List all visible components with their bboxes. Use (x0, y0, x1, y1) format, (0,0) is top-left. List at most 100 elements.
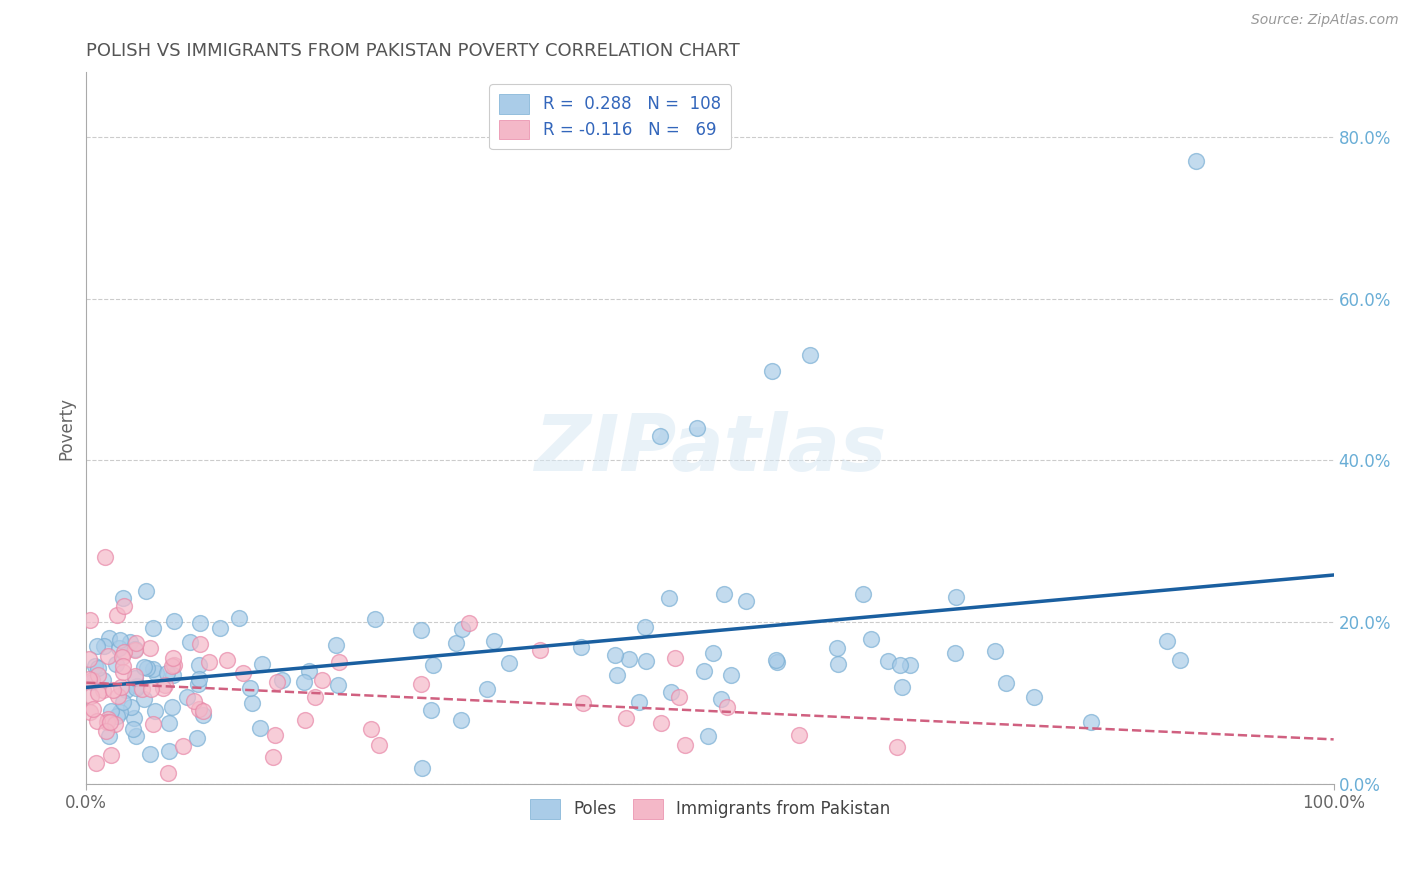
Point (458, 615, 481, 630)
Point (294, 713, 316, 727)
Point (112, 645, 135, 659)
Point (825, 640, 848, 655)
Point (734, 594, 756, 608)
Point (450, 714, 472, 728)
Point (183, 694, 205, 708)
Point (228, 611, 250, 625)
Point (94, 550, 117, 565)
Point (1185, 154, 1208, 169)
Point (367, 738, 389, 752)
Point (1080, 714, 1102, 729)
Point (650, 715, 672, 730)
Point (945, 591, 967, 605)
Point (648, 429, 671, 443)
Point (157, 716, 180, 731)
Point (124, 729, 146, 743)
Point (266, 675, 288, 690)
Point (603, 648, 626, 663)
Point (898, 657, 921, 672)
Point (131, 682, 153, 697)
Point (696, 729, 718, 743)
Point (658, 591, 681, 605)
Point (616, 711, 638, 725)
Point (187, 676, 209, 690)
Point (713, 587, 735, 601)
Point (232, 665, 254, 680)
Point (110, 705, 132, 719)
Point (103, 717, 125, 731)
Point (304, 690, 326, 704)
Point (995, 675, 1018, 690)
Point (163, 615, 186, 629)
Point (124, 641, 146, 656)
Point (451, 622, 474, 636)
Point (673, 738, 696, 752)
Point (659, 685, 682, 699)
Point (270, 673, 292, 688)
Point (298, 664, 321, 678)
Point (720, 667, 742, 681)
Point (111, 591, 134, 605)
Point (139, 640, 162, 655)
Point (634, 654, 657, 668)
Point (87, 686, 110, 700)
Point (187, 658, 209, 673)
Point (100, 747, 122, 762)
Point (152, 681, 174, 696)
Point (112, 599, 135, 613)
Point (250, 657, 273, 671)
Point (634, 620, 657, 634)
Point (668, 690, 690, 705)
Point (193, 707, 215, 722)
Point (153, 678, 176, 692)
Point (162, 668, 184, 682)
Point (124, 636, 146, 650)
Y-axis label: Poverty: Poverty (58, 397, 75, 459)
Point (77, 652, 100, 666)
Point (157, 744, 180, 758)
Point (1156, 634, 1178, 648)
Point (263, 728, 285, 742)
Point (240, 696, 263, 710)
Text: ZIPatlas: ZIPatlas (534, 411, 886, 487)
Point (482, 634, 505, 648)
Point (409, 677, 432, 691)
Point (97, 648, 120, 663)
Point (943, 646, 966, 660)
Point (112, 659, 135, 673)
Point (186, 731, 208, 746)
Point (294, 674, 316, 689)
Point (80, 673, 103, 687)
Point (569, 640, 592, 654)
Point (208, 621, 231, 635)
Point (328, 655, 350, 669)
Point (215, 653, 238, 667)
Point (422, 658, 444, 673)
Point (132, 660, 155, 674)
Point (411, 623, 433, 637)
Point (498, 656, 520, 670)
Point (87, 668, 110, 682)
Point (852, 587, 875, 601)
Legend: Poles, Immigrants from Pakistan: Poles, Immigrants from Pakistan (523, 793, 897, 825)
Point (702, 646, 724, 660)
Point (86, 660, 108, 674)
Point (787, 728, 810, 742)
Point (104, 657, 127, 672)
Point (97, 631, 120, 645)
Point (110, 680, 132, 694)
Point (107, 689, 129, 703)
Point (143, 704, 166, 718)
Point (889, 657, 911, 672)
Point (79, 690, 101, 704)
Point (93, 683, 115, 698)
Point (765, 655, 787, 669)
Point (160, 659, 183, 673)
Point (98, 715, 121, 730)
Point (328, 678, 350, 692)
Point (125, 679, 148, 693)
Point (710, 692, 733, 706)
Point (664, 651, 686, 665)
Point (363, 612, 385, 626)
Point (886, 739, 908, 754)
